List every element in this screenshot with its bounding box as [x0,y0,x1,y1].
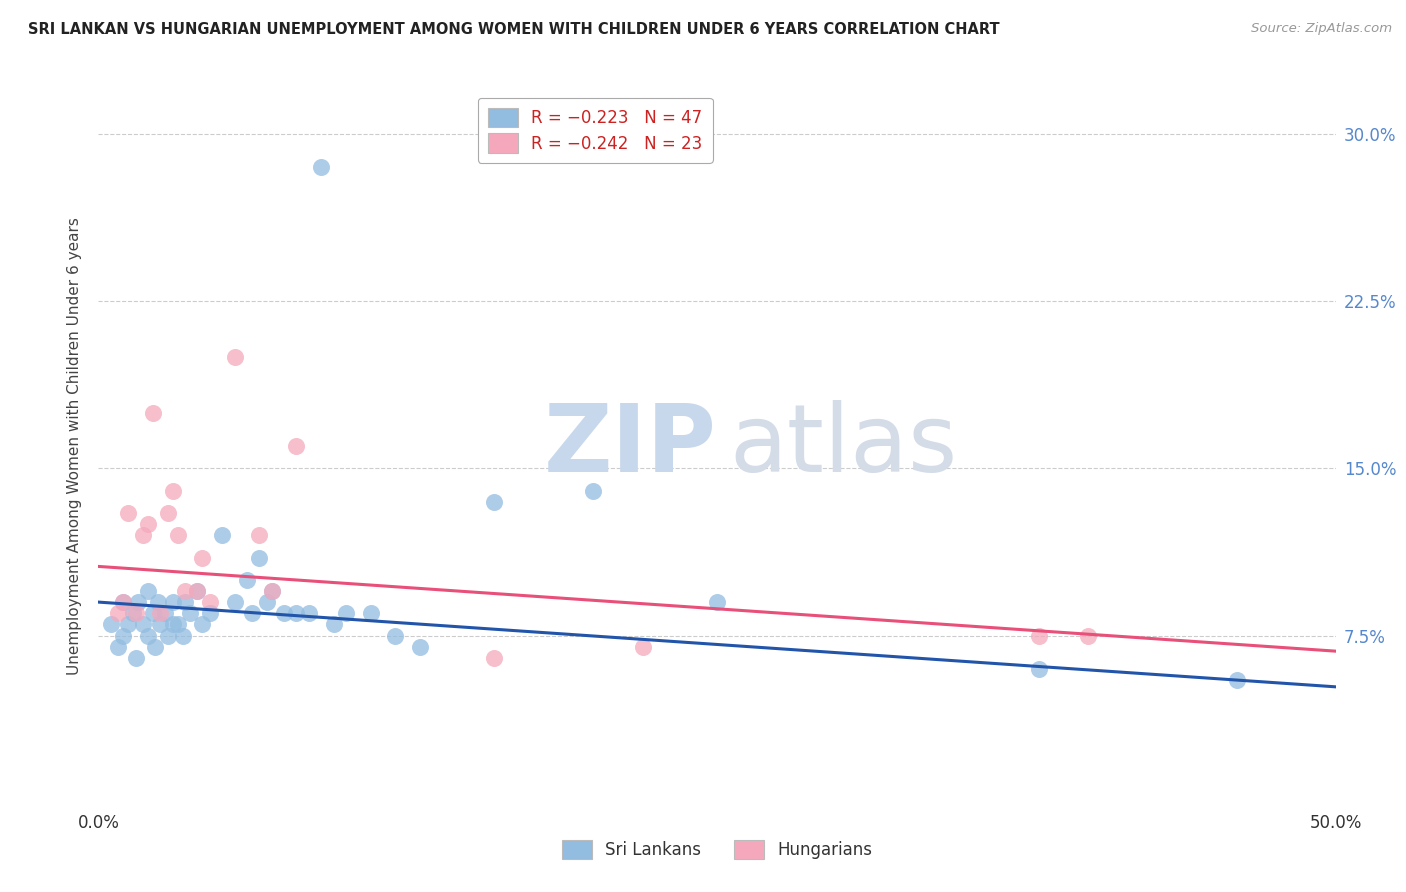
Sri Lankans [384,628,406,642]
Sri Lankans [124,651,146,665]
Sri Lankans [155,607,177,621]
Sri Lankans [360,607,382,621]
Sri Lankans [172,628,194,642]
Hungarians [198,595,221,609]
Sri Lankans [236,573,259,587]
Sri Lankans [484,494,506,508]
Sri Lankans [322,617,344,632]
Sri Lankans [211,528,233,542]
Sri Lankans [149,617,172,632]
Hungarians [186,583,208,598]
Sri Lankans [309,161,332,175]
Sri Lankans [198,607,221,621]
Hungarians [1077,628,1099,642]
Hungarians [124,607,146,621]
Y-axis label: Unemployment Among Women with Children Under 6 years: Unemployment Among Women with Children U… [66,217,82,675]
Sri Lankans [409,640,432,654]
Sri Lankans [335,607,357,621]
Hungarians [631,640,654,654]
Sri Lankans [142,607,165,621]
Hungarians [142,405,165,420]
Hungarians [224,350,246,364]
Sri Lankans [256,595,278,609]
Sri Lankans [143,640,166,654]
Hungarians [1028,628,1050,642]
Text: ZIP: ZIP [544,400,717,492]
Sri Lankans [117,617,139,632]
Sri Lankans [1028,662,1050,676]
Sri Lankans [186,583,208,598]
Sri Lankans [136,583,159,598]
Sri Lankans [285,607,308,621]
Hungarians [260,583,283,598]
Hungarians [132,528,155,542]
Sri Lankans [122,607,145,621]
Text: atlas: atlas [730,400,957,492]
Sri Lankans [174,595,197,609]
Sri Lankans [146,595,169,609]
Sri Lankans [240,607,263,621]
Hungarians [117,506,139,520]
Text: SRI LANKAN VS HUNGARIAN UNEMPLOYMENT AMONG WOMEN WITH CHILDREN UNDER 6 YEARS COR: SRI LANKAN VS HUNGARIAN UNEMPLOYMENT AMO… [28,22,1000,37]
Hungarians [191,550,214,565]
Sri Lankans [582,483,605,498]
Sri Lankans [162,595,184,609]
Sri Lankans [1226,673,1249,687]
Sri Lankans [224,595,246,609]
Sri Lankans [156,628,179,642]
Text: Source: ZipAtlas.com: Source: ZipAtlas.com [1251,22,1392,36]
Hungarians [285,439,308,453]
Hungarians [149,607,172,621]
Sri Lankans [260,583,283,598]
Hungarians [174,583,197,598]
Sri Lankans [127,595,149,609]
Sri Lankans [112,628,135,642]
Hungarians [162,483,184,498]
Hungarians [247,528,270,542]
Sri Lankans [107,640,129,654]
Hungarians [156,506,179,520]
Sri Lankans [298,607,321,621]
Sri Lankans [132,617,155,632]
Legend: Sri Lankans, Hungarians: Sri Lankans, Hungarians [555,833,879,866]
Sri Lankans [191,617,214,632]
Sri Lankans [247,550,270,565]
Sri Lankans [273,607,295,621]
Sri Lankans [166,617,188,632]
Sri Lankans [112,595,135,609]
Hungarians [136,517,159,532]
Sri Lankans [162,617,184,632]
Hungarians [484,651,506,665]
Hungarians [112,595,135,609]
Sri Lankans [179,607,201,621]
Sri Lankans [100,617,122,632]
Hungarians [166,528,188,542]
Sri Lankans [136,628,159,642]
Hungarians [107,607,129,621]
Sri Lankans [706,595,728,609]
